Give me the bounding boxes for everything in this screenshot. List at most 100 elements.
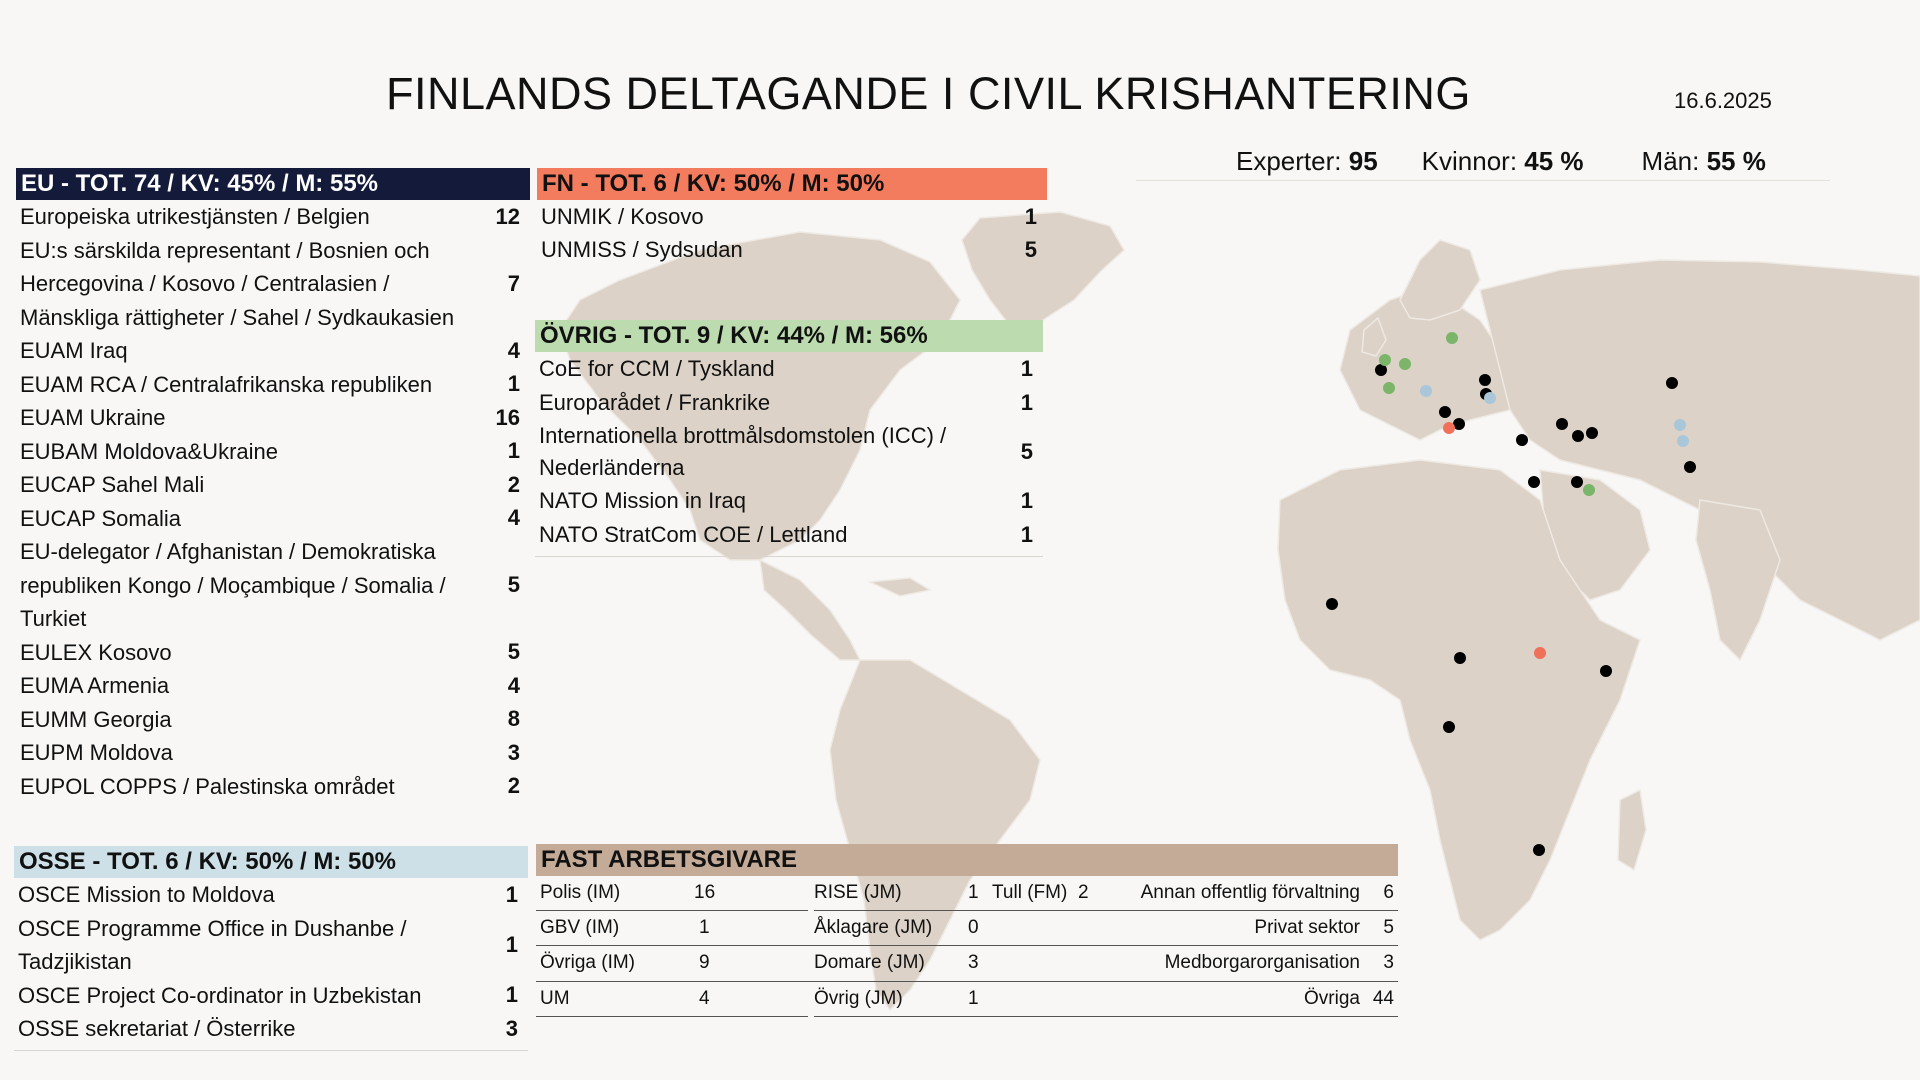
list-item: Internationella brottmålsdomstolen (ICC)… xyxy=(539,423,1033,480)
list-item: Europarådet / Frankrike 1 xyxy=(539,390,1033,415)
stats-divider xyxy=(1136,180,1830,181)
fast-label: Åklagare (JM) xyxy=(814,917,933,938)
osse-footer-line xyxy=(14,1049,528,1051)
marker-central-asia xyxy=(1666,377,1678,389)
fast-value: 3 xyxy=(1383,952,1394,973)
list-item: EUMM Georgia 8 xyxy=(20,706,520,732)
list-item: NATO StratCom COE / Lettland 1 xyxy=(539,522,1033,547)
marker-iraq-nato xyxy=(1583,484,1595,496)
fast-label: Övrig (JM) xyxy=(814,988,903,1009)
fn-panel: FN - TOT. 6 / KV: 50% / M: 50% UNMIK / K… xyxy=(537,168,1047,266)
list-item: OSCE Mission to Moldova 1 xyxy=(18,881,518,907)
marker-iraq-eu xyxy=(1571,476,1583,488)
report-date: 16.6.2025 xyxy=(1674,88,1772,113)
page-title: FINLANDS DELTAGANDE I CIVIL KRISHANTERIN… xyxy=(386,68,1471,119)
marker-latvia xyxy=(1446,332,1458,344)
marker-tajikistan xyxy=(1677,435,1689,447)
osse-panel: OSSE - TOT. 6 / KV: 50% / M: 50% OSCE Mi… xyxy=(14,846,528,1051)
marker-afghanistan xyxy=(1684,461,1696,473)
fast-header: FAST ARBETSGIVARE xyxy=(536,844,1398,876)
map-central-america xyxy=(759,558,862,661)
list-item: EUPOL COPPS / Palestinska området 2 xyxy=(20,773,520,799)
marker-georgia xyxy=(1556,418,1568,430)
list-item: EUBAM Moldova&Ukraine 1 xyxy=(20,438,520,464)
fast-value: 5 xyxy=(1383,917,1394,938)
fast-rule xyxy=(536,945,1398,946)
map-markers xyxy=(1326,332,1696,856)
list-item: OSCE Programme Office in Dushanbe / Tadz… xyxy=(18,915,518,975)
marker-uzbekistan xyxy=(1674,419,1686,431)
stat-experts: Experter: 95 xyxy=(1236,146,1378,176)
fast-label: Övriga (IM) xyxy=(540,952,635,973)
fast-label: UM xyxy=(540,988,570,1009)
fast-arbetsgivare-panel: FAST ARBETSGIVARE Polis (IM) 16 GBV (IM)… xyxy=(536,844,1398,1020)
list-item: EUAM Iraq 4 xyxy=(20,337,520,363)
marker-kosovo-fn xyxy=(1443,422,1455,434)
marker-mozambique xyxy=(1533,844,1545,856)
fast-value: 1 xyxy=(968,882,979,903)
fast-label: RISE (JM) xyxy=(814,882,902,903)
list-item: EUAM Ukraine 16 xyxy=(20,404,520,430)
marker-hague xyxy=(1379,354,1391,366)
fast-label: Privat sektor xyxy=(1254,917,1360,938)
marker-moldova-osse xyxy=(1484,392,1496,404)
marker-azerbaijan xyxy=(1586,427,1598,439)
list-item: EUMA Armenia 4 xyxy=(20,672,520,698)
fast-value: 9 xyxy=(699,952,710,973)
list-item: OSSE sekretariat / Österrike 3 xyxy=(18,1015,518,1041)
map-uk xyxy=(1361,316,1387,357)
marker-armenia xyxy=(1572,430,1584,442)
list-item: CoE for CCM / Tyskland 1 xyxy=(539,356,1033,381)
list-item: UNMISS / Sydsudan 5 xyxy=(541,236,1037,263)
stat-men: Män: 55 % xyxy=(1641,146,1766,176)
fast-rule xyxy=(536,981,1398,982)
fast-label: Övriga xyxy=(1304,988,1360,1009)
list-item: EU:s särskilda representant / Bosnien oc… xyxy=(20,237,520,330)
marker-bosnia xyxy=(1439,406,1451,418)
fast-value: 44 xyxy=(1372,988,1394,1009)
map-north-america xyxy=(559,231,961,561)
marker-brussels xyxy=(1375,364,1387,376)
fast-value: 3 xyxy=(968,952,979,973)
osse-header: OSSE - TOT. 6 / KV: 50% / M: 50% xyxy=(14,846,528,878)
marker-germany xyxy=(1399,358,1411,370)
fast-value: 16 xyxy=(694,882,716,903)
fast-label: Medborgarorganisation xyxy=(1164,952,1360,973)
marker-strasbourg xyxy=(1383,382,1395,394)
marker-mali xyxy=(1326,598,1338,610)
fast-label: Tull (FM) xyxy=(992,882,1068,903)
fast-value: 2 xyxy=(1078,882,1089,903)
list-item: EUPM Moldova 3 xyxy=(20,739,520,765)
list-item: EUCAP Somalia 4 xyxy=(20,505,520,531)
marker-ukraine xyxy=(1479,374,1491,386)
eu-panel: EU - TOT. 74 / KV: 45% / M: 55% Europeis… xyxy=(16,168,530,803)
fast-value: 4 xyxy=(699,988,710,1009)
fast-label: Annan offentlig förvaltning xyxy=(1140,882,1360,903)
marker-palestine xyxy=(1528,476,1540,488)
list-item: EUAM RCA / Centralafrikanska republiken 1 xyxy=(20,371,520,397)
map-caribbean xyxy=(867,577,933,597)
fn-header: FN - TOT. 6 / KV: 50% / M: 50% xyxy=(537,168,1047,200)
list-item: EUCAP Sahel Mali 2 xyxy=(20,471,520,497)
stat-women: Kvinnor: 45 % xyxy=(1421,146,1584,176)
marker-vienna xyxy=(1420,385,1432,397)
map-greenland xyxy=(961,211,1125,327)
ovrig-header: ÖVRIG - TOT. 9 / KV: 44% / M: 56% xyxy=(535,320,1043,352)
ovrig-panel: ÖVRIG - TOT. 9 / KV: 44% / M: 56% CoE fo… xyxy=(535,320,1043,557)
list-item: EU-delegator / Afghanistan / Demokratisk… xyxy=(20,539,520,631)
list-item: Europeiska utrikestjänsten / Belgien 12 xyxy=(20,203,520,229)
marker-south-sudan xyxy=(1534,647,1546,659)
map-india xyxy=(1695,499,1781,662)
list-item: UNMIK / Kosovo 1 xyxy=(541,203,1037,230)
fast-grid: Polis (IM) 16 GBV (IM) 1 Övriga (IM) 9 U… xyxy=(536,876,1398,1020)
fast-label: GBV (IM) xyxy=(540,917,620,938)
fast-rule xyxy=(814,1016,1398,1017)
ovrig-footer-line xyxy=(535,556,1043,557)
fast-rule xyxy=(536,910,808,911)
map-south-america xyxy=(829,659,1041,1012)
list-item: OSCE Project Co-ordinator in Uzbekistan 1 xyxy=(18,982,518,1008)
fast-label: Polis (IM) xyxy=(540,882,621,903)
map-madagascar xyxy=(1617,788,1647,872)
summary-stats: Experter: 95 Kvinnor: 45 % Män: 55 % xyxy=(1236,146,1810,177)
